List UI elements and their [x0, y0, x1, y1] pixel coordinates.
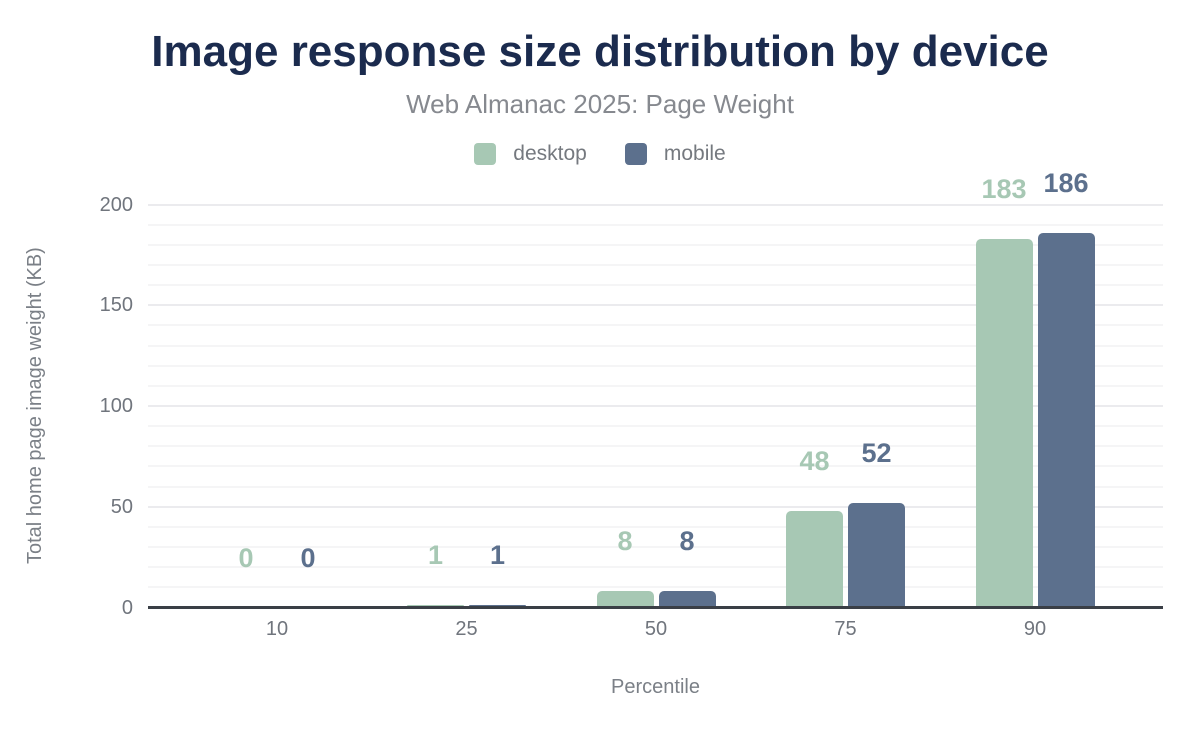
- gridline-170: [148, 263, 1163, 266]
- gridline-160: [148, 284, 1163, 287]
- bar-mobile-p50: [658, 591, 716, 608]
- x-axis-title: Percentile: [611, 676, 700, 698]
- gridline-50: [148, 505, 1163, 508]
- y-tick-150: 150: [99, 294, 133, 317]
- bar-desktop-p90: [975, 238, 1033, 608]
- value-label-desktop-p10: 0: [238, 542, 254, 573]
- y-tick-200: 200: [99, 193, 133, 216]
- gridline-120: [148, 364, 1163, 367]
- gridline-190: [148, 223, 1163, 226]
- value-label-mobile-p50: 8: [679, 526, 695, 557]
- value-label-mobile-p90: 186: [1043, 167, 1089, 198]
- gridline-200: [148, 203, 1163, 206]
- gridline-20: [148, 566, 1163, 569]
- value-label-mobile-p10: 0: [300, 542, 316, 573]
- gridline-180: [148, 243, 1163, 246]
- x-tick-25: 25: [455, 618, 478, 640]
- gridline-70: [148, 465, 1163, 468]
- chart-title: Image response size distribution by devi…: [151, 27, 1049, 76]
- legend-label-mobile: mobile: [663, 142, 726, 165]
- gridline-110: [148, 384, 1163, 387]
- gridline-80: [148, 445, 1163, 448]
- bar-desktop-p75: [786, 510, 843, 608]
- x-tick-10: 10: [265, 618, 289, 640]
- legend-swatch-mobile-icon: [624, 143, 647, 165]
- value-label-desktop-p25: 1: [427, 540, 444, 571]
- gridline-140: [148, 324, 1163, 327]
- gridline-10: [148, 586, 1163, 589]
- legend-label-desktop: desktop: [513, 142, 587, 165]
- bar-mobile-p90: [1037, 232, 1095, 608]
- gridline-60: [148, 485, 1163, 488]
- value-label-desktop-p75: 48: [799, 445, 830, 476]
- x-tick-90: 90: [1023, 618, 1047, 640]
- y-tick-0: 0: [121, 596, 133, 619]
- value-label-mobile-p25: 1: [489, 540, 506, 571]
- value-label-desktop-p50: 8: [617, 526, 633, 557]
- legend-swatch-desktop-icon: [474, 143, 497, 165]
- legend-item-desktop[interactable]: desktop: [474, 142, 587, 166]
- gridline-40: [148, 525, 1163, 528]
- gridline-100: [148, 405, 1163, 407]
- bar-desktop-p50: [596, 591, 654, 608]
- value-label-desktop-p90: 183: [981, 173, 1027, 204]
- value-label-mobile-p75: 52: [861, 437, 892, 468]
- legend-item-mobile[interactable]: mobile: [624, 142, 726, 166]
- y-tick-100: 100: [99, 395, 133, 417]
- gridline-30: [148, 546, 1163, 549]
- x-tick-75: 75: [834, 618, 857, 640]
- gridline-90: [148, 425, 1163, 428]
- bar-mobile-p75: [848, 502, 905, 608]
- x-tick-50: 50: [644, 618, 668, 640]
- x-axis-line: [148, 605, 1163, 609]
- gridline-130: [148, 344, 1163, 347]
- gridline-150: [148, 304, 1163, 307]
- y-tick-50: 50: [110, 495, 133, 518]
- chart-subtitle: Web Almanac 2025: Page Weight: [406, 89, 794, 119]
- legend: desktop mobile: [0, 142, 1200, 166]
